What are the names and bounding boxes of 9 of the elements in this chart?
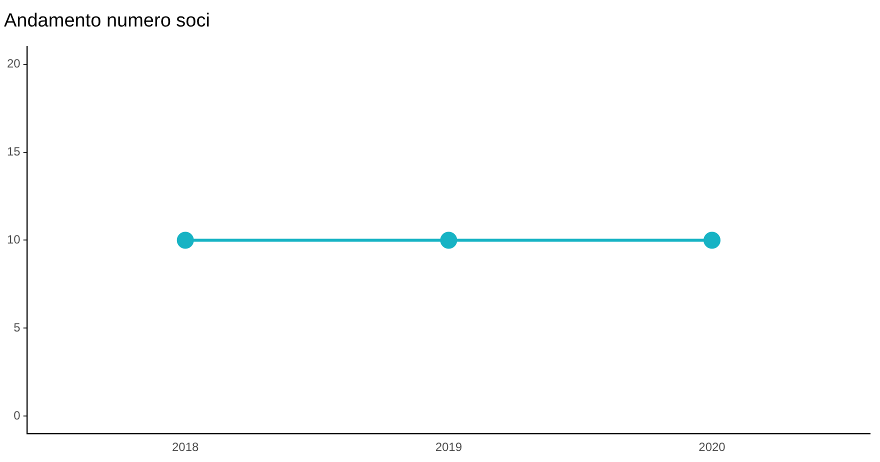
y-tick-label: 15 [6, 144, 21, 159]
x-tick-label: 2020 [698, 440, 726, 454]
y-tick-label: 10 [6, 232, 21, 247]
x-tick-label: 2019 [435, 440, 462, 454]
y-tick-label: 5 [14, 320, 21, 334]
x-tick-label: 2018 [172, 440, 200, 454]
y-tick-label: 0 [14, 408, 21, 422]
chart-title: Andamento numero soci [4, 10, 210, 32]
y-tick-label: 20 [6, 56, 21, 71]
